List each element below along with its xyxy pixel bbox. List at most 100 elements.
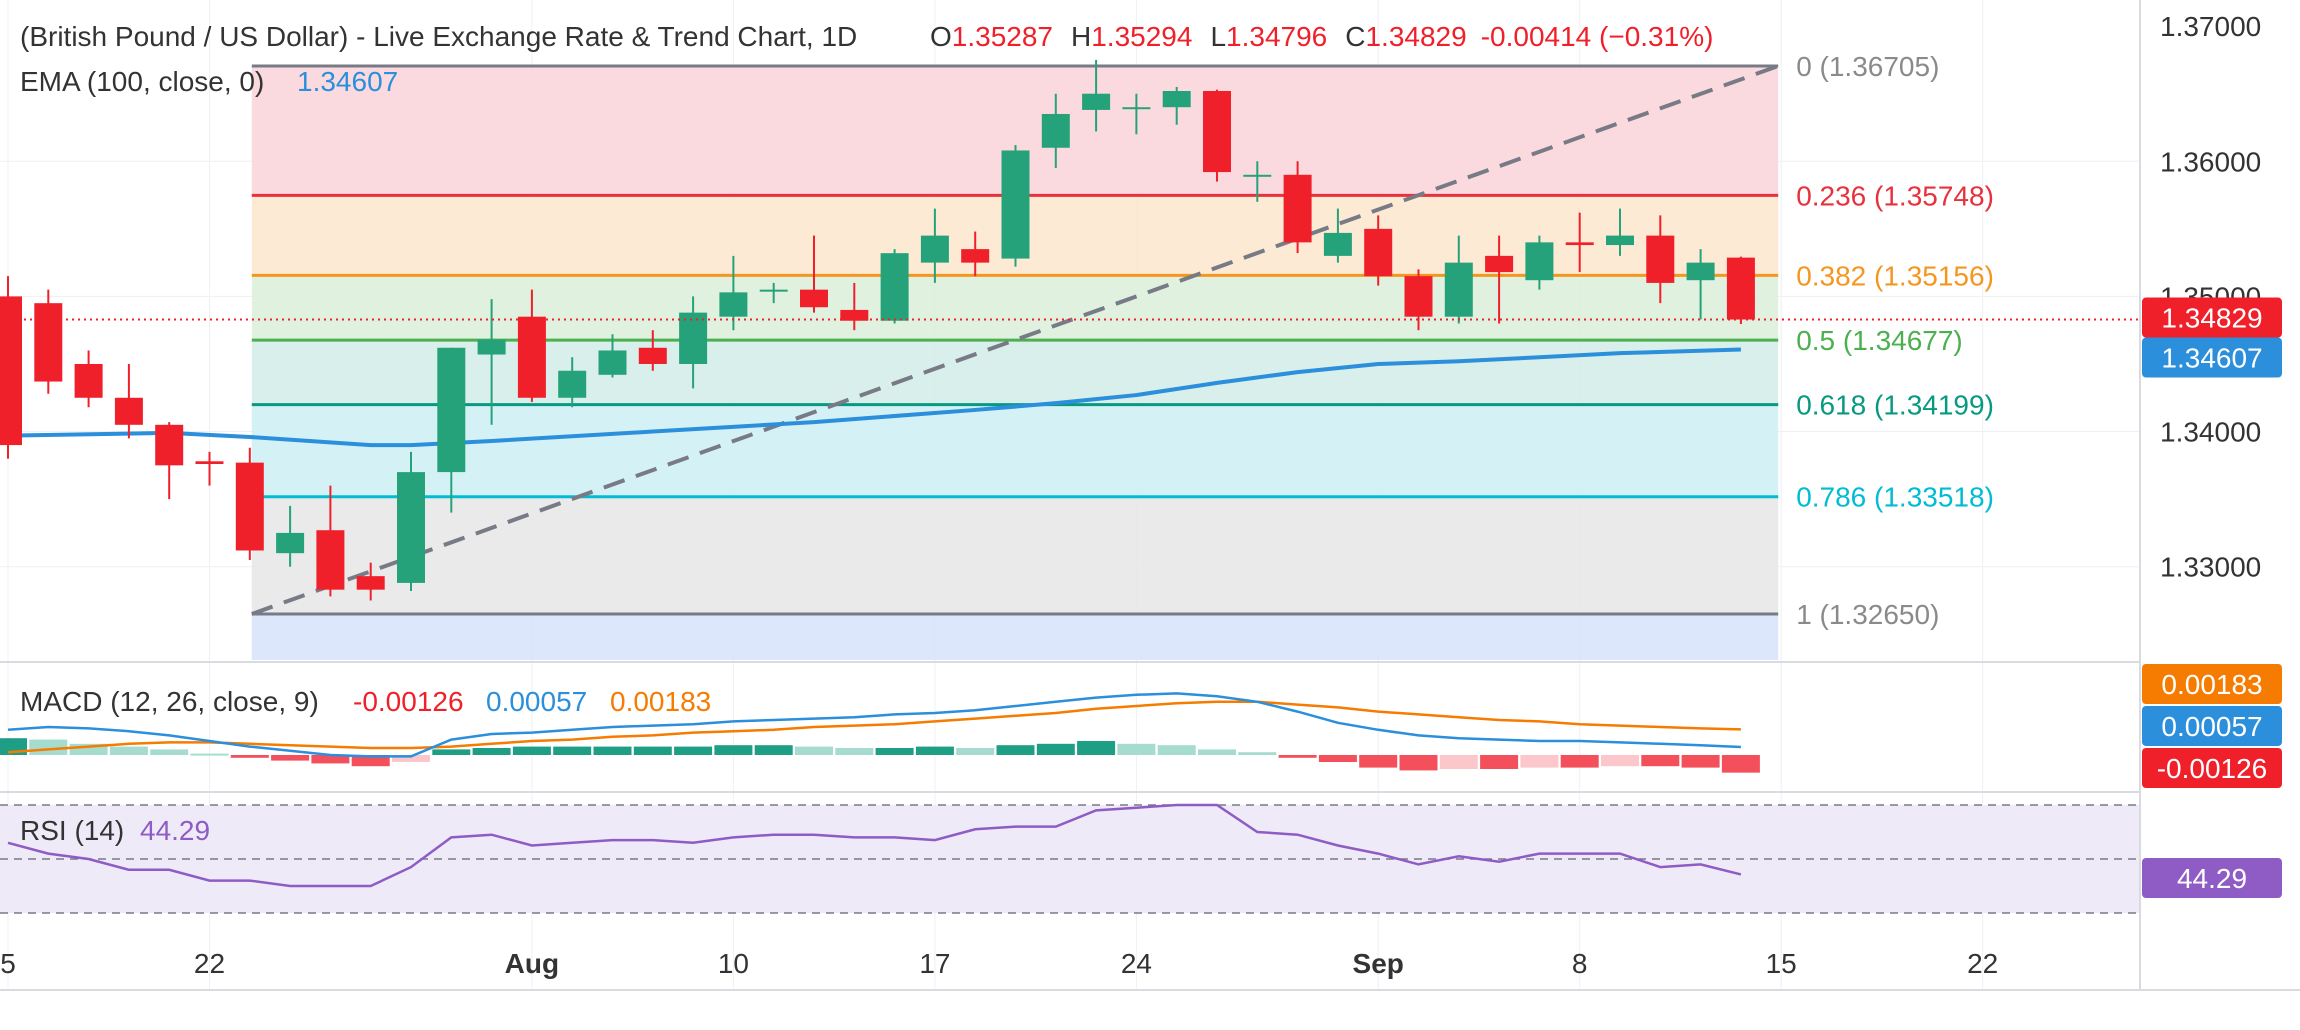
candle-body [195, 461, 224, 464]
rsi-pane[interactable]: RSI (14) 44.29 [0, 791, 2140, 914]
fib-level-label: 1 (1.32650) [1796, 599, 1939, 630]
candle-body [397, 472, 425, 583]
candle [1041, 93, 1070, 169]
macd-histogram-bar [714, 745, 753, 755]
candle-body [114, 397, 143, 425]
macd-legend-label: MACD (12, 26, close, 9) [20, 686, 319, 717]
macd-legend-value: -0.00126 [353, 686, 464, 717]
candle [961, 231, 990, 277]
candle-body [1283, 174, 1312, 243]
candle-body [1323, 232, 1352, 256]
x-tick-label: 24 [1121, 948, 1152, 979]
candle [598, 334, 627, 378]
candle-body [1686, 262, 1715, 281]
candle-body [598, 350, 627, 375]
fib-level-label: 0.618 (1.34199) [1796, 390, 1994, 421]
x-tick-label: 22 [1967, 948, 1998, 979]
macd-histogram-bar [432, 749, 471, 755]
last-price-badge: 1.34829 [2161, 303, 2262, 334]
fib-level-label: 0.5 (1.34677) [1796, 325, 1963, 356]
macd-line [7, 692, 1741, 758]
rsi-value-badge: 44.29 [2177, 863, 2247, 894]
candle [356, 562, 385, 601]
macd-histogram-badge: -0.00126 [2157, 753, 2268, 784]
candle [1565, 212, 1594, 273]
fib-level-label: 0 (1.36705) [1796, 51, 1939, 82]
candle [679, 296, 708, 389]
macd-histogram-bar [674, 746, 713, 755]
candle [800, 235, 828, 313]
candle-body [840, 309, 869, 321]
candle [1364, 215, 1393, 286]
candle-body [1525, 242, 1554, 281]
x-tick-label: Aug [505, 948, 559, 979]
y-tick-label: 1.33000 [2160, 552, 2261, 583]
candle [155, 422, 184, 500]
candle [1082, 59, 1111, 132]
candle [1404, 269, 1433, 331]
candle [920, 208, 949, 283]
macd-histogram-bar [1601, 755, 1639, 767]
candle [638, 330, 667, 371]
macd-histogram-bar [915, 746, 954, 755]
fib-zone [251, 496, 1779, 614]
candle-body [920, 235, 949, 263]
candle-body [638, 347, 667, 364]
macd-histogram-bar [1117, 743, 1156, 755]
macd-histogram-bar [230, 755, 269, 758]
macd-histogram-bar [512, 746, 551, 755]
macd-histogram-bar [1480, 755, 1519, 769]
x-tick-label: 5 [0, 948, 16, 979]
candle-body [477, 339, 506, 355]
candle-body [517, 316, 546, 398]
macd-histogram-bar [1399, 755, 1438, 771]
macd-value-badge: 0.00057 [2161, 711, 2262, 742]
macd-histogram-bar [593, 746, 632, 755]
candle-body [1606, 235, 1634, 246]
y-tick-label: 1.37000 [2160, 11, 2261, 42]
candle [1444, 235, 1473, 324]
macd-histogram-bar [472, 748, 511, 755]
ema-legend-label: EMA (100, close, 0) [20, 66, 264, 97]
candle-body [1122, 107, 1151, 110]
fib-zone [251, 275, 1779, 341]
candle [276, 505, 305, 567]
candle-body [880, 253, 909, 321]
x-tick-label: 10 [718, 948, 749, 979]
candle [34, 289, 63, 394]
candle [1606, 208, 1634, 256]
candle-body [558, 370, 587, 398]
price-pane[interactable]: 0 (1.36705) 0.236 (1.35748) 0.382 (1.35156… [0, 0, 2140, 990]
candle [719, 255, 748, 331]
candle-body [34, 303, 63, 382]
ema-legend-value: 1.34607 [297, 66, 398, 97]
macd-legend-value: 0.00057 [486, 686, 587, 717]
macd-pane[interactable]: MACD (12, 26, close, 9) -0.00126 0.00057 0.… [0, 661, 2140, 773]
candle-body [1444, 262, 1473, 317]
macd-histogram-bar [190, 753, 229, 756]
legend: (British Pound / US Dollar) - Live Excha… [20, 21, 1713, 97]
candle [1162, 86, 1191, 125]
x-tick-label: 22 [194, 948, 225, 979]
candle [195, 451, 224, 486]
candle [1525, 235, 1554, 290]
macd-histogram-bar [1641, 755, 1680, 767]
candle-body [1565, 242, 1594, 246]
macd-signal-line [7, 700, 1741, 754]
candle [880, 249, 909, 324]
macd-histogram-bar [351, 755, 390, 767]
macd-histogram-badge-bg [2142, 748, 2282, 788]
fib-level-label: 0.382 (1.35156) [1796, 260, 1994, 291]
candle-body [1726, 257, 1755, 320]
candle [0, 276, 22, 459]
candle [759, 282, 788, 304]
ema-price-badge: 1.34607 [2161, 343, 2262, 374]
macd-histogram-bar [956, 748, 995, 755]
candle [1203, 89, 1231, 182]
macd-histogram-bar [1560, 755, 1599, 768]
macd-histogram-bar [1157, 745, 1196, 755]
candle [840, 282, 869, 331]
candle [1001, 145, 1030, 267]
x-tick-label: 15 [1766, 948, 1797, 979]
